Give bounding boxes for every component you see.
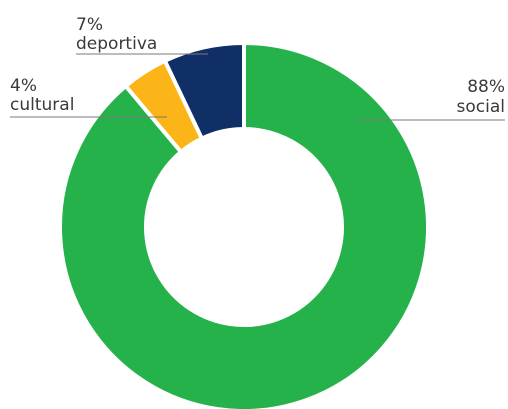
- social-category-label: social: [457, 97, 505, 117]
- cultural-percent-label: 4%: [10, 76, 37, 96]
- slice-deportiva: [162, 40, 246, 142]
- labels: 88% social 4% cultural 7% deportiva: [10, 15, 505, 121]
- deportiva-category-label: deportiva: [76, 34, 157, 54]
- slice-social: [58, 40, 430, 409]
- social-percent-label: 88%: [467, 77, 505, 97]
- donut-slices: [58, 40, 430, 409]
- cultural-category-label: cultural: [10, 95, 74, 115]
- deportiva-percent-label: 7%: [76, 15, 103, 35]
